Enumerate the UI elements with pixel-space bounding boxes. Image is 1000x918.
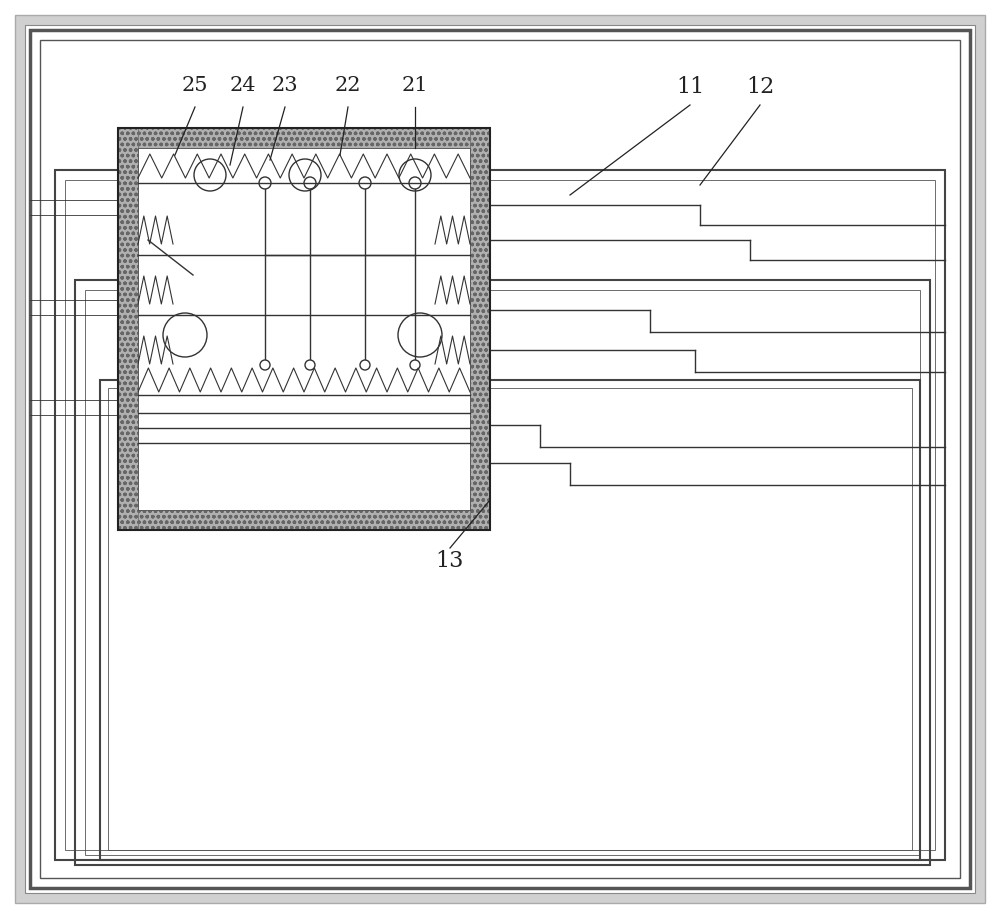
Text: 11: 11 bbox=[676, 76, 704, 98]
Bar bbox=[118, 510, 490, 530]
Bar bbox=[470, 128, 490, 530]
Bar bbox=[108, 388, 912, 850]
Text: 25: 25 bbox=[182, 76, 208, 95]
Text: 24: 24 bbox=[230, 76, 256, 95]
Bar bbox=[75, 280, 930, 865]
Bar bbox=[100, 380, 920, 860]
Bar bbox=[85, 290, 920, 855]
Bar bbox=[118, 128, 138, 530]
Bar bbox=[55, 170, 945, 860]
Text: 21: 21 bbox=[402, 76, 428, 95]
Bar bbox=[138, 148, 470, 510]
Bar bbox=[118, 128, 490, 148]
Bar bbox=[65, 180, 935, 850]
Text: 22: 22 bbox=[335, 76, 361, 95]
Text: 12: 12 bbox=[746, 76, 774, 98]
Text: 13: 13 bbox=[436, 550, 464, 572]
Text: 23: 23 bbox=[272, 76, 298, 95]
Bar bbox=[118, 128, 490, 530]
